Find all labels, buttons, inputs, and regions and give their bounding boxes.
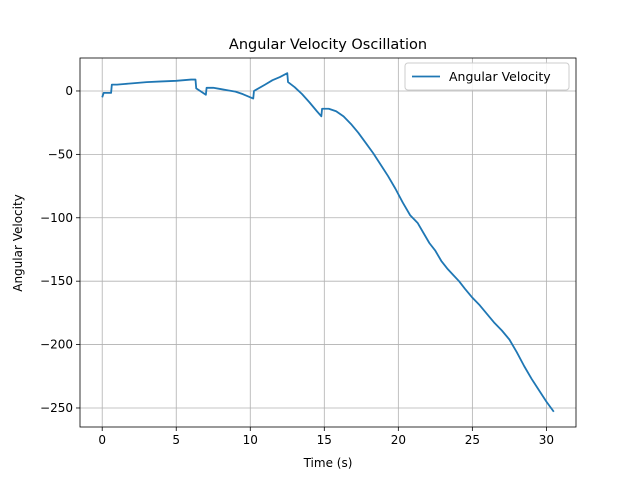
grid bbox=[80, 58, 576, 427]
y-tick-label: −150 bbox=[40, 274, 73, 288]
x-tick-label: 5 bbox=[172, 433, 180, 447]
y-tick-label: −100 bbox=[40, 211, 73, 225]
series-line-angular-velocity bbox=[101, 72, 555, 413]
ticks: 0 5 10 15 20 25 30 0 −50 −100 −150 −200 −250 bbox=[40, 84, 554, 447]
y-tick-label: −200 bbox=[40, 338, 73, 352]
x-axis-label: Time (s) bbox=[303, 456, 353, 470]
series-layer bbox=[101, 72, 555, 413]
legend-box bbox=[404, 62, 570, 91]
x-tick-label: 15 bbox=[317, 433, 332, 447]
plot-frame bbox=[79, 57, 577, 428]
x-tick-label: 30 bbox=[539, 433, 554, 447]
x-tick-label: 0 bbox=[98, 433, 106, 447]
legend-label: Angular Velocity bbox=[449, 69, 551, 84]
y-tick-label: −50 bbox=[48, 147, 73, 161]
y-axis-label: Angular Velocity bbox=[11, 194, 25, 292]
y-tick-label: 0 bbox=[65, 84, 73, 98]
chart-title: Angular Velocity Oscillation bbox=[229, 37, 427, 53]
x-tick-label: 25 bbox=[465, 433, 480, 447]
x-tick-label: 20 bbox=[391, 433, 406, 447]
x-tick-label: 10 bbox=[243, 433, 258, 447]
y-tick-label: −250 bbox=[40, 401, 73, 415]
legend: Angular Velocity bbox=[404, 62, 570, 91]
